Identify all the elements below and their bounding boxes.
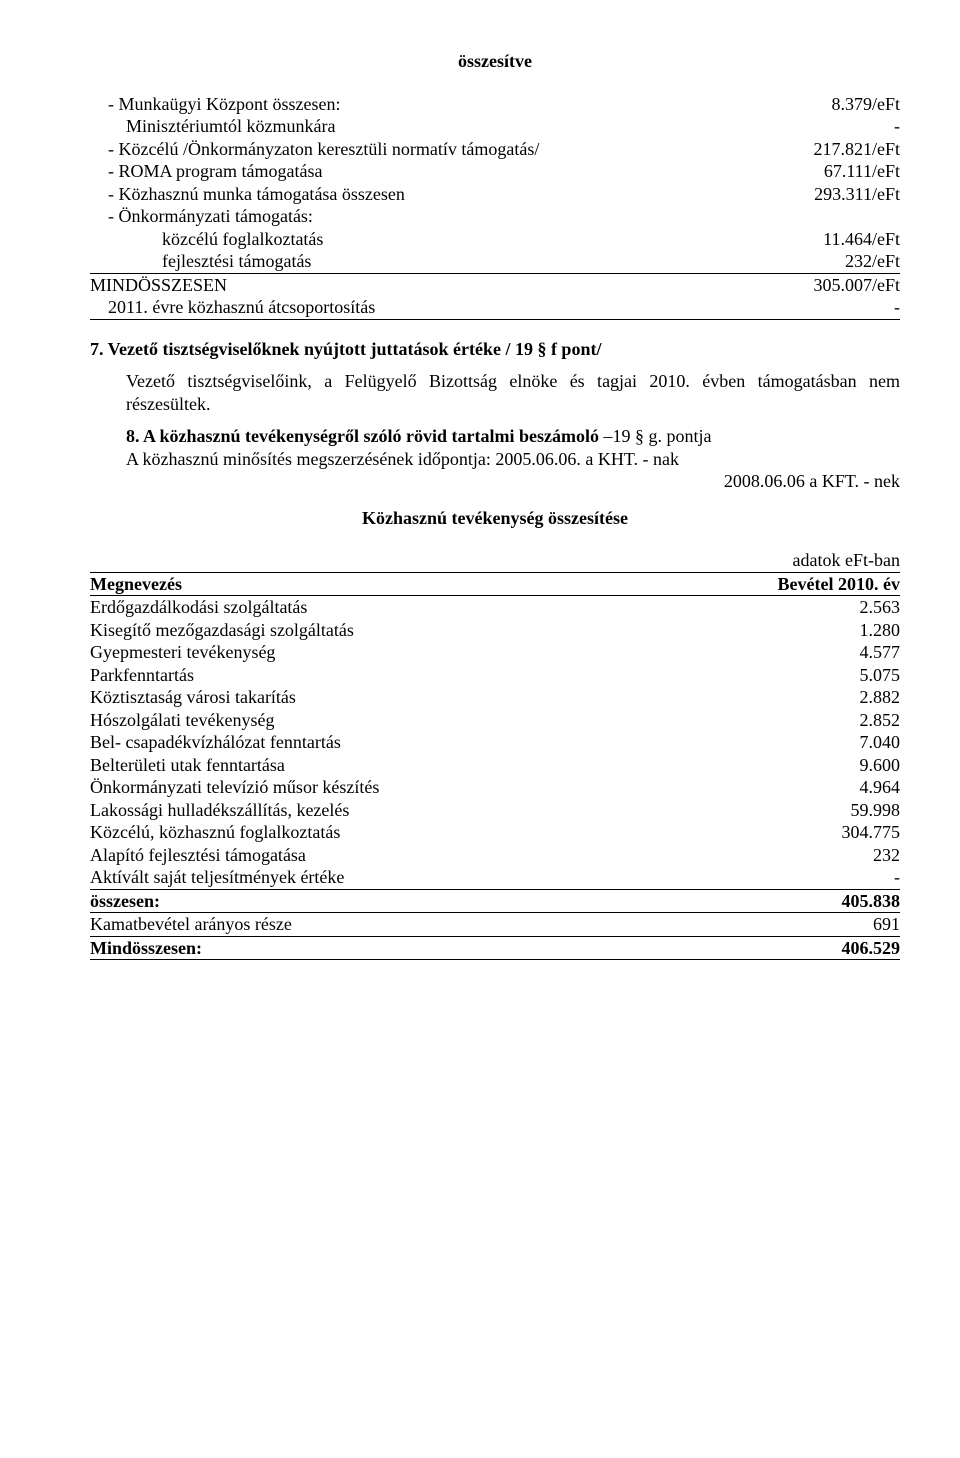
table-row: Alapító fejlesztési támogatása 232	[90, 844, 900, 867]
financial-line-value: 67.111/eFt	[842, 160, 900, 183]
section-8-lead-bold: 8. A közhasznú tevékenységről szóló rövi…	[126, 426, 599, 446]
financial-line-label: Minisztériumtól közmunkára	[126, 115, 335, 138]
table-row-value: 5.075	[860, 664, 901, 687]
table-row-value: 7.040	[860, 731, 901, 754]
financial-line-label: 2011. évre közhasznú átcsoportosítás	[108, 296, 375, 319]
table-row-label: Gyepmesteri tevékenység	[90, 641, 275, 664]
table-row: Parkfenntartás 5.075	[90, 664, 900, 687]
table-row: Gyepmesteri tevékenység 4.577	[90, 641, 900, 664]
table-row-value: 1.280	[860, 619, 901, 642]
financial-line-label: MINDÖSSZESEN	[90, 274, 227, 297]
financial-line-value: 217.821/eFt	[831, 138, 900, 161]
table-row-label: Belterületi utak fenntartása	[90, 754, 285, 777]
financial-line-label: - ROMA program támogatása	[126, 160, 322, 183]
table-row-value: 406.529	[842, 937, 901, 960]
table-row-label: Lakossági hulladékszállítás, kezelés	[90, 799, 349, 822]
table-row-label: Közcélú, közhasznú foglalkoztatás	[90, 821, 340, 844]
summary-table: Erdőgazdálkodási szolgáltatás2.563Kisegí…	[90, 596, 900, 960]
table-row: Kamatbevétel arányos része 691	[90, 913, 900, 937]
table-row-label: Aktívált saját teljesítmények értéke	[90, 866, 344, 889]
table-row-value: 2.882	[860, 686, 901, 709]
page-title: összesítve	[90, 50, 900, 73]
section-7-heading: 7. Vezető tisztségviselőknek nyújtott ju…	[90, 338, 900, 361]
financial-line: 2011. évre közhasznú átcsoportosítás -	[90, 296, 900, 320]
financial-line-value: 8.379/eFt	[849, 93, 900, 116]
table-row: összesen: 405.838	[90, 890, 900, 914]
unit-row: adatok eFt-ban	[90, 549, 900, 573]
financial-line-value: -	[894, 296, 900, 319]
table-row: Lakossági hulladékszállítás, kezelés 59.9…	[90, 799, 900, 822]
table-row-label: Köztisztaság városi takarítás	[90, 686, 296, 709]
table-row: Mindösszesen: 406.529	[90, 937, 900, 961]
table-row-value: 405.838	[842, 890, 901, 913]
table-row-label: Parkfenntartás	[90, 664, 194, 687]
table-row-value: 304.775	[842, 821, 901, 844]
section-8-line3: 2008.06.06 a KFT. - nek	[126, 470, 900, 493]
table-row-value: 691	[873, 913, 900, 936]
section-8-line2: A közhasznú minősítés megszerzésének idő…	[126, 449, 679, 469]
table-row-value: 59.998	[851, 799, 901, 822]
table-row-value: 2.563	[860, 596, 901, 619]
table-row-label: Önkormányzati televízió műsor készítés	[90, 776, 379, 799]
table-header-row: Megnevezés Bevétel 2010. év	[90, 573, 900, 597]
table-row-label: Mindösszesen:	[90, 937, 202, 960]
financial-line: - Közcélú /Önkormányzaton keresztüli nor…	[90, 138, 900, 161]
financial-line: MINDÖSSZESEN 305.007/eFt	[90, 274, 900, 297]
table-row: Önkormányzati televízió műsor készítés 4.…	[90, 776, 900, 799]
table-header-right: Bevétel 2010. év	[778, 573, 900, 596]
financial-line-value: 305.007/eFt	[813, 274, 900, 297]
summary-title: Közhasznú tevékenység összesítése	[90, 507, 900, 530]
table-row-value: 232	[873, 844, 900, 867]
section-7-body: Vezető tisztségviselőink, a Felügyelő Bi…	[90, 370, 900, 415]
financial-line: Minisztériumtól közmunkára -	[90, 115, 900, 138]
financial-line: - Önkormányzati támogatás:	[90, 205, 900, 228]
table-row: Belterületi utak fenntartása 9.600	[90, 754, 900, 777]
table-row-value: -	[894, 866, 900, 889]
financial-line: - Munkaügyi Központ összesen: 8.379/eFt	[90, 93, 900, 116]
table-header-left: Megnevezés	[90, 573, 182, 596]
table-row-label: Kamatbevétel arányos része	[90, 913, 292, 936]
table-row-value: 2.852	[860, 709, 901, 732]
section-8-lead: 8. A közhasznú tevékenységről szóló rövi…	[126, 426, 711, 446]
table-row-label: Kisegítő mezőgazdasági szolgáltatás	[90, 619, 354, 642]
table-row: Aktívált saját teljesítmények értéke -	[90, 866, 900, 890]
unit-label: adatok eFt-ban	[793, 549, 900, 572]
table-row: Hószolgálati tevékenység 2.852	[90, 709, 900, 732]
table-row-label: Erdőgazdálkodási szolgáltatás	[90, 596, 307, 619]
financial-line-label: - Munkaügyi Központ összesen:	[126, 93, 340, 116]
financial-line-label: fejlesztési támogatás	[162, 250, 311, 273]
section-8-block: 8. A közhasznú tevékenységről szóló rövi…	[90, 425, 900, 493]
financial-line-label: közcélú foglalkoztatás	[162, 228, 323, 251]
section-8-lead-suffix: –19 § g. pontja	[599, 426, 712, 446]
table-row-label: összesen:	[90, 890, 160, 913]
table-row: Erdőgazdálkodási szolgáltatás 2.563	[90, 596, 900, 619]
table-row: Kisegítő mezőgazdasági szolgáltatás 1.280	[90, 619, 900, 642]
table-row-value: 9.600	[860, 754, 901, 777]
financial-line-label: - Közcélú /Önkormányzaton keresztüli nor…	[126, 138, 539, 161]
financial-line: - Közhasznú munka támogatása összesen 293…	[90, 183, 900, 206]
table-row-label: Alapító fejlesztési támogatása	[90, 844, 306, 867]
table-row-label: Hószolgálati tevékenység	[90, 709, 274, 732]
financial-line-label: - Önkormányzati támogatás:	[126, 205, 313, 228]
financial-line: - ROMA program támogatása 67.111/eFt	[90, 160, 900, 183]
table-row: Köztisztaság városi takarítás 2.882	[90, 686, 900, 709]
financial-line-value: 232/eFt	[845, 250, 900, 273]
table-row-label: Bel- csapadékvízhálózat fenntartás	[90, 731, 341, 754]
table-row-value: 4.577	[860, 641, 901, 664]
financial-line: közcélú foglalkoztatás 11.464/eFt	[90, 228, 900, 251]
financial-line-value: 293.311/eFt	[832, 183, 900, 206]
financial-line: fejlesztési támogatás 232/eFt	[90, 250, 900, 274]
table-row-value: 4.964	[860, 776, 901, 799]
financial-line-label: - Közhasznú munka támogatása összesen	[126, 183, 405, 206]
financial-line-value: 11.464/eFt	[823, 228, 900, 251]
financial-line-value: -	[894, 115, 900, 138]
financial-block: - Munkaügyi Központ összesen:8.379/eFtMi…	[90, 93, 900, 320]
section-7-title: 7. Vezető tisztségviselőknek nyújtott ju…	[90, 339, 601, 359]
table-row: Közcélú, közhasznú foglalkoztatás 304.775	[90, 821, 900, 844]
table-row: Bel- csapadékvízhálózat fenntartás 7.040	[90, 731, 900, 754]
